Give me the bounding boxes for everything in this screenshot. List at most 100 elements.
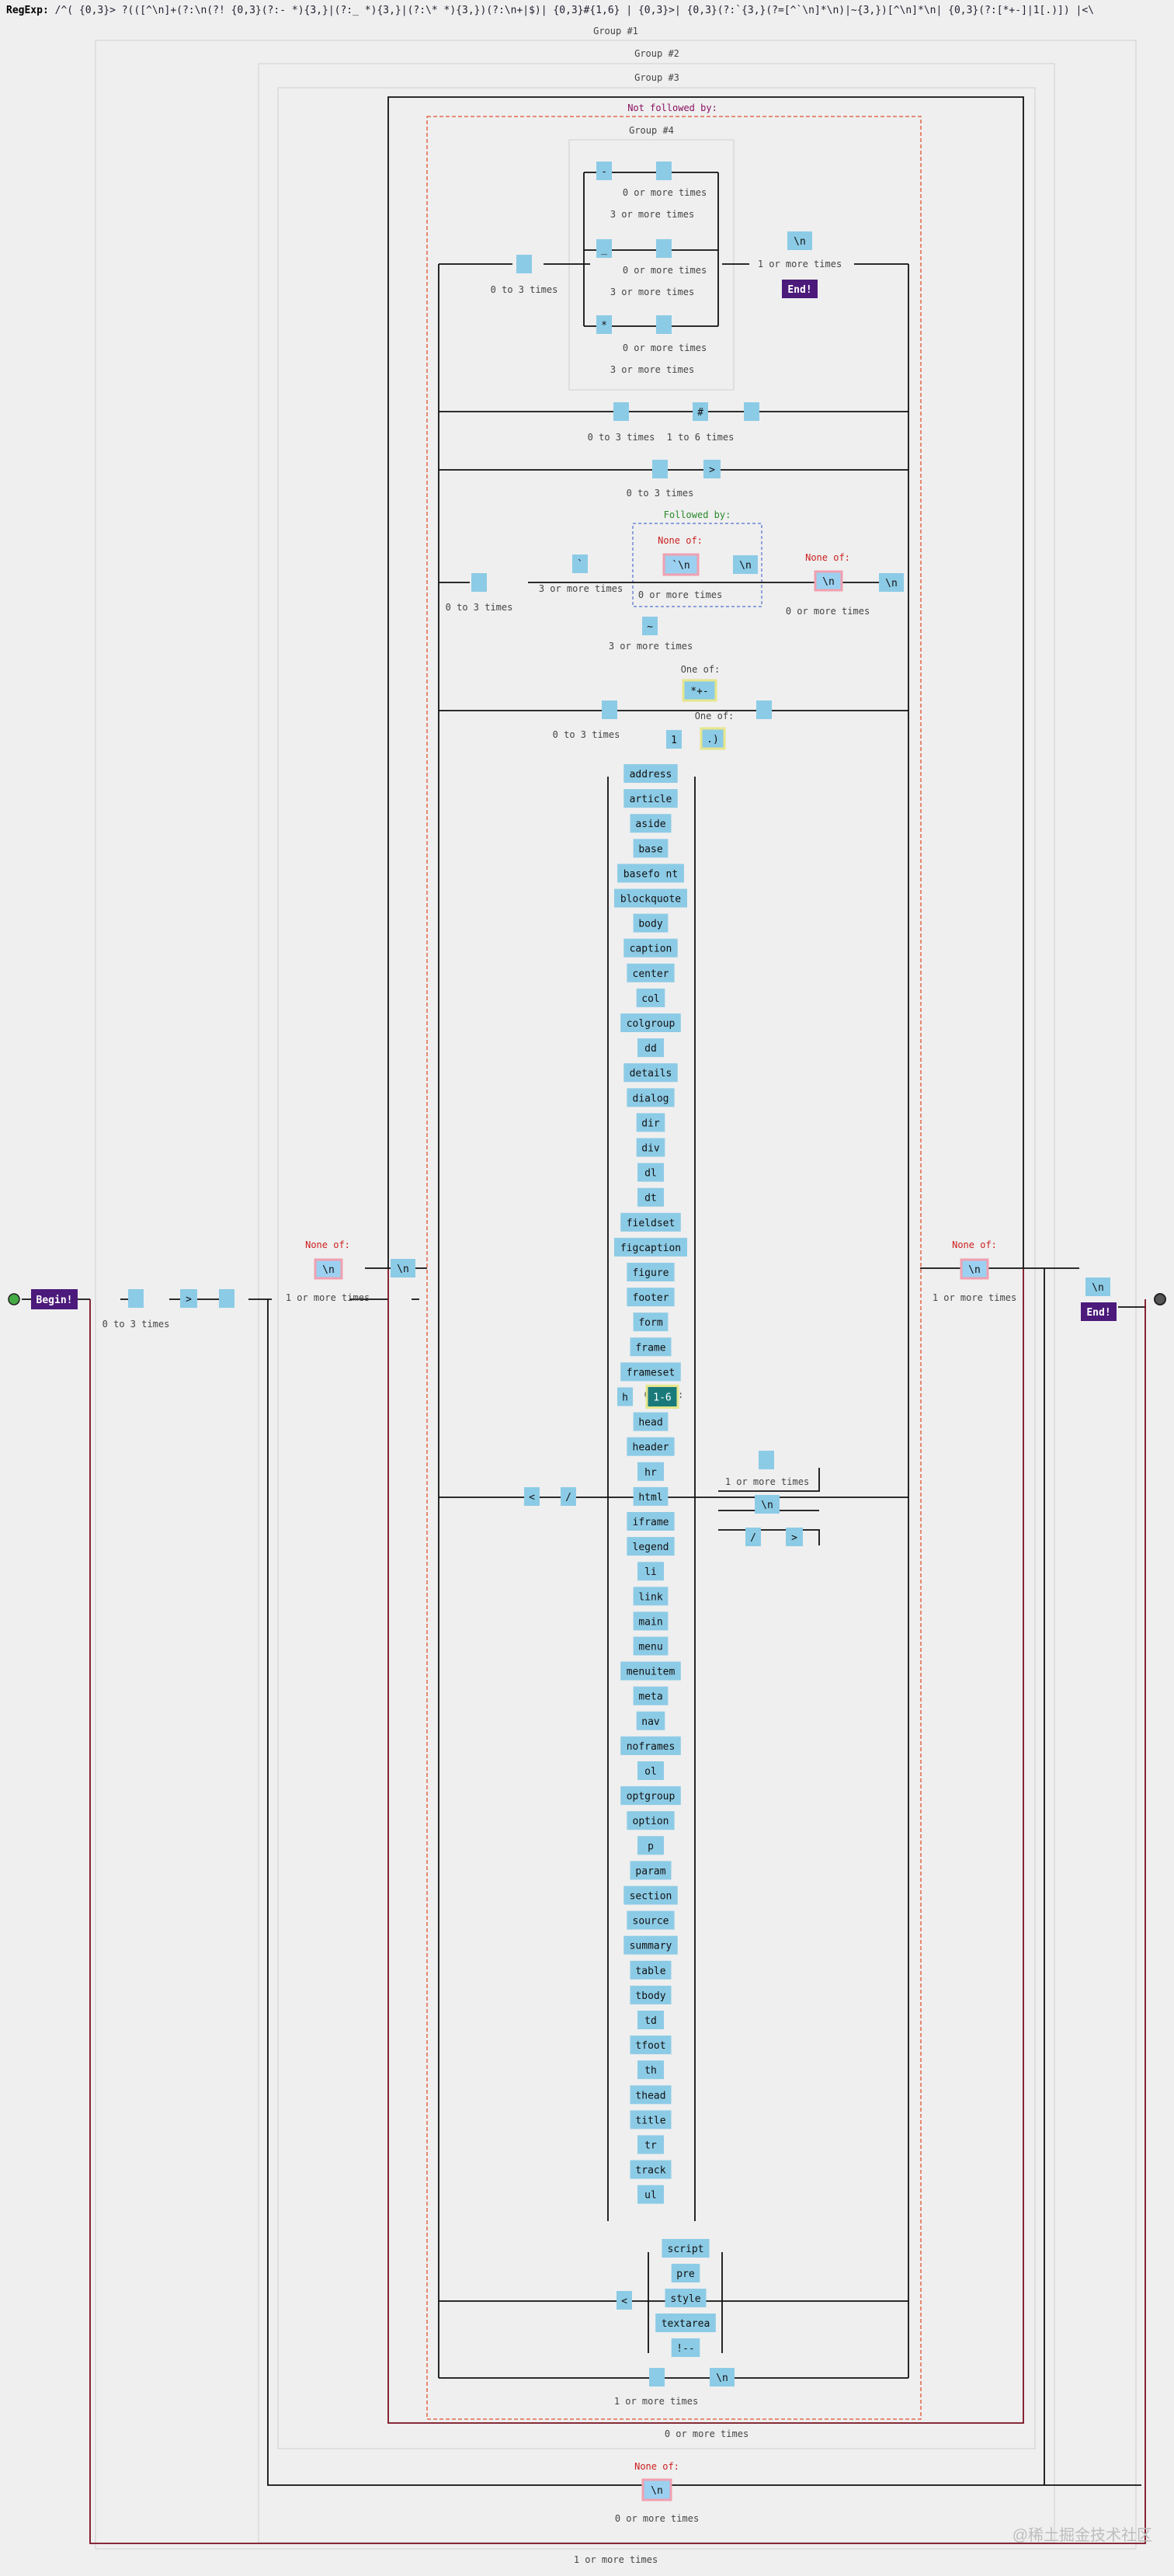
svg-text:thead: thead bbox=[635, 2090, 665, 2101]
svg-text:dd: dd bbox=[644, 1043, 657, 1055]
tag-item: main bbox=[633, 1611, 669, 1631]
svg-text:link: link bbox=[638, 1591, 662, 1603]
caption-1-or-more-g1: 1 or more times bbox=[574, 2554, 658, 2565]
svg-text:article: article bbox=[630, 794, 672, 805]
svg-text:~: ~ bbox=[647, 621, 653, 633]
svg-text:#: # bbox=[697, 407, 703, 419]
tag-item: ul bbox=[637, 2185, 664, 2204]
caption-0-to-3-b: 0 to 3 times bbox=[588, 432, 655, 443]
svg-text:dialog: dialog bbox=[633, 1093, 669, 1104]
literal-lt-raw: < bbox=[617, 2291, 632, 2310]
tag-item: hr bbox=[637, 1462, 664, 1481]
not-followed-label: Not followed by: bbox=[627, 103, 717, 113]
svg-text:address: address bbox=[630, 769, 672, 780]
tag-h-level: h 1-6 bbox=[617, 1385, 679, 1409]
raw-tag-item: !-- bbox=[671, 2338, 700, 2357]
literal-newline-left: \n bbox=[391, 1259, 415, 1278]
tag-item: td bbox=[637, 2011, 664, 2029]
svg-text:td: td bbox=[644, 2015, 657, 2027]
tag-item: blockquote bbox=[614, 888, 687, 908]
tag-item: center bbox=[627, 963, 675, 982]
literal-space-hash-pre bbox=[613, 402, 629, 421]
svg-text:body: body bbox=[638, 919, 662, 930]
caption-0-to-3-a: 0 to 3 times bbox=[491, 284, 558, 295]
begin-terminal: Begin! bbox=[31, 1289, 78, 1309]
tag-item: col bbox=[636, 988, 665, 1007]
svg-text:main: main bbox=[638, 1616, 662, 1628]
caption-one-of-b: One of: bbox=[695, 711, 735, 721]
tag-item: base bbox=[633, 839, 669, 858]
svg-text:_: _ bbox=[601, 244, 607, 256]
svg-text:\n: \n bbox=[822, 576, 835, 588]
tag-item: legend bbox=[627, 1537, 675, 1556]
tag-item: colgroup bbox=[620, 1013, 681, 1032]
literal-hash: # bbox=[693, 402, 708, 421]
literal-newline-none-left: \n bbox=[314, 1258, 343, 1280]
svg-text:legend: legend bbox=[633, 1542, 669, 1553]
literal-newline-fence: \n bbox=[733, 555, 758, 574]
svg-text:figure: figure bbox=[633, 1267, 669, 1279]
svg-text:nav: nav bbox=[641, 1716, 660, 1728]
svg-text:\n: \n bbox=[761, 1500, 773, 1511]
caption-0-or-more-d: 0 or more times bbox=[638, 589, 722, 600]
caption-none-of-a: None of: bbox=[658, 535, 703, 546]
svg-text:`: ` bbox=[577, 559, 583, 571]
svg-text:iframe: iframe bbox=[633, 1517, 669, 1528]
svg-text:figcaption: figcaption bbox=[620, 1243, 681, 1254]
svg-text:dir: dir bbox=[641, 1118, 660, 1129]
literal-space-fence bbox=[471, 573, 487, 592]
svg-text:source: source bbox=[633, 1916, 669, 1928]
svg-text:*+-: *+- bbox=[690, 686, 708, 697]
literal-newline-none-fence: \n bbox=[814, 570, 843, 592]
caption-1-to-6: 1 to 6 times bbox=[667, 432, 735, 443]
tag-item: p bbox=[637, 1836, 664, 1855]
literal-backtick-newline-none: `\n bbox=[662, 553, 700, 576]
tag-item: link bbox=[633, 1587, 669, 1606]
svg-text:blockquote: blockquote bbox=[620, 894, 681, 906]
caption-0-to-3-d: 0 to 3 times bbox=[446, 602, 513, 613]
literal-slash-tag-tail: / bbox=[745, 1528, 761, 1546]
svg-text:tfoot: tfoot bbox=[635, 2040, 665, 2052]
tag-item: th bbox=[637, 2060, 664, 2080]
outer-loop bbox=[89, 1299, 1146, 2544]
svg-text:header: header bbox=[633, 1442, 669, 1454]
literal-newline-tag-tail: \n bbox=[755, 1495, 780, 1514]
tag-item: meta bbox=[633, 1686, 669, 1705]
svg-text:!--: !-- bbox=[676, 2343, 694, 2355]
caption-3-or-more-e: 3 or more times bbox=[609, 641, 693, 652]
svg-text:html: html bbox=[638, 1492, 662, 1504]
tag-item: details bbox=[623, 1063, 678, 1083]
svg-text:tr: tr bbox=[644, 2140, 657, 2152]
literal-space-main bbox=[128, 1289, 144, 1308]
tag-item: ol bbox=[637, 1761, 664, 1780]
tag-item: param bbox=[630, 1861, 672, 1880]
svg-text:details: details bbox=[630, 1068, 672, 1079]
svg-text:li: li bbox=[644, 1566, 657, 1578]
svg-text:colgroup: colgroup bbox=[627, 1018, 676, 1030]
svg-text:*: * bbox=[601, 320, 607, 332]
svg-text:textarea: textarea bbox=[662, 2318, 710, 2330]
raw-tag-item: textarea bbox=[655, 2314, 716, 2332]
tag-item: figcaption bbox=[614, 1237, 687, 1257]
start-node bbox=[8, 1293, 20, 1305]
tag-item: header bbox=[627, 1437, 675, 1456]
group-2-box bbox=[258, 63, 1055, 2543]
caption-none-of-right: None of: bbox=[952, 1239, 997, 1250]
literal-newline-bottom: \n bbox=[710, 2368, 735, 2387]
literal-dash: - bbox=[596, 162, 612, 180]
svg-text:>: > bbox=[186, 1294, 192, 1305]
svg-text:meta: meta bbox=[638, 1691, 662, 1703]
svg-text:>: > bbox=[791, 1532, 797, 1544]
tag-item: menu bbox=[633, 1636, 669, 1656]
regexp-source: /^( {0,3}> ?(([^\n]+(?:\n(?! {0,3}(?:- *… bbox=[54, 5, 1094, 16]
literal-space-tag-tail bbox=[759, 1451, 774, 1469]
svg-text:style: style bbox=[670, 2293, 700, 2305]
caption-0-or-more-c: 0 or more times bbox=[623, 342, 707, 353]
svg-text:\n: \n bbox=[739, 560, 752, 572]
svg-text:\n: \n bbox=[651, 2485, 663, 2497]
caption-none-of-left: None of: bbox=[305, 1239, 350, 1250]
regexp-header: RegExp: /^( {0,3}> ?(([^\n]+(?:\n(?! {0,… bbox=[6, 5, 1171, 16]
raw-tag-item: style bbox=[665, 2289, 707, 2307]
tag-item: section bbox=[623, 1886, 678, 1905]
group-3-loop bbox=[387, 1268, 1024, 2424]
